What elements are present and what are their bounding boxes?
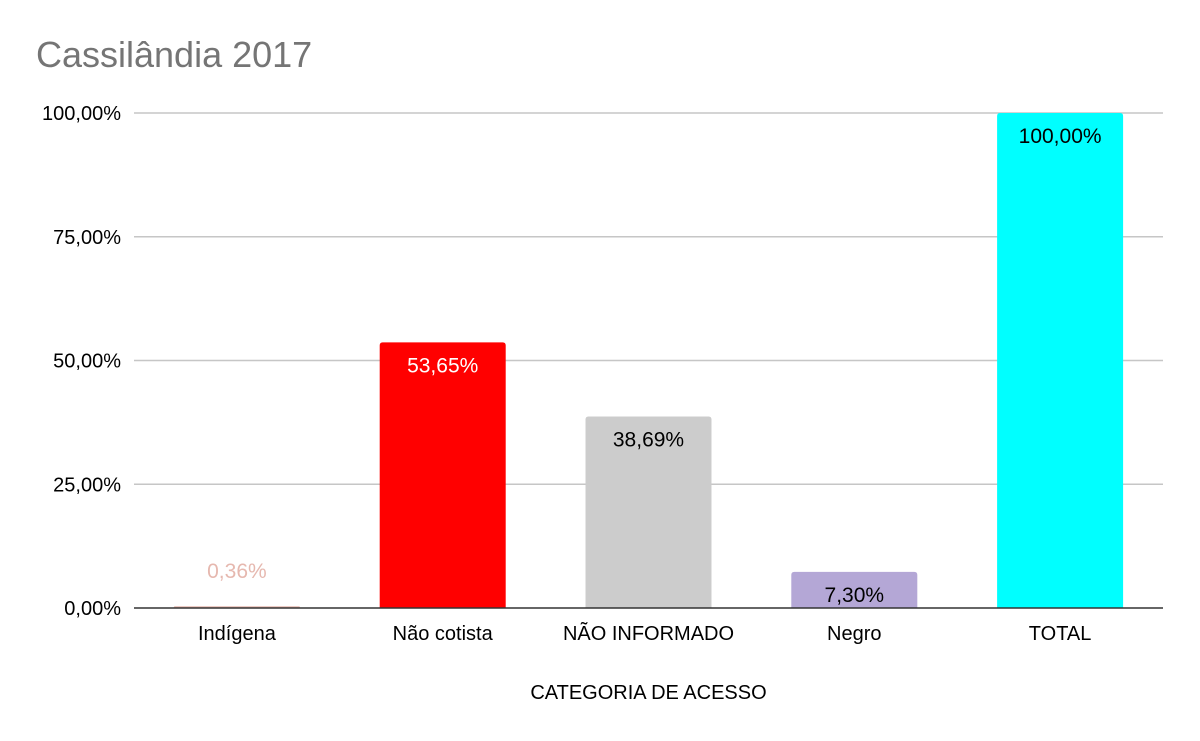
- data-label: 38,69%: [613, 428, 684, 451]
- x-tick-label: TOTAL: [1029, 623, 1092, 645]
- y-tick-label: 75,00%: [53, 227, 121, 249]
- x-axis-ticks: Indígena Não cotista NÃO INFORMADO Negro TOT…: [198, 621, 1091, 645]
- y-tick-label: 100,00%: [42, 103, 121, 125]
- y-axis-ticks: 0,00% 25,00% 50,00% 75,00% 100,00%: [42, 103, 121, 620]
- bars: [173, 113, 1124, 608]
- data-label: 53,65%: [407, 354, 478, 377]
- y-tick-label: 0,00%: [64, 598, 121, 620]
- data-labels: 0,36% 53,65% 38,69% 7,30% 100,00%: [207, 125, 1101, 607]
- chart-title: Cassilândia 2017: [36, 34, 313, 75]
- data-label: 0,36%: [207, 560, 267, 583]
- data-label: 7,30%: [825, 584, 885, 607]
- bar: [379, 342, 506, 608]
- gridlines: [134, 112, 1163, 485]
- x-tick-label: Não cotista: [393, 623, 494, 645]
- x-tick-label: NÃO INFORMADO: [563, 621, 734, 645]
- bar: [997, 113, 1124, 608]
- x-axis-title: CATEGORIA DE ACESSO: [530, 682, 766, 704]
- x-tick-label: Indígena: [198, 623, 277, 645]
- data-label: 100,00%: [1019, 125, 1102, 148]
- bar: [585, 416, 712, 608]
- y-tick-label: 50,00%: [53, 351, 121, 373]
- x-tick-label: Negro: [827, 623, 881, 645]
- bar: [791, 571, 918, 608]
- y-tick-label: 25,00%: [53, 474, 121, 496]
